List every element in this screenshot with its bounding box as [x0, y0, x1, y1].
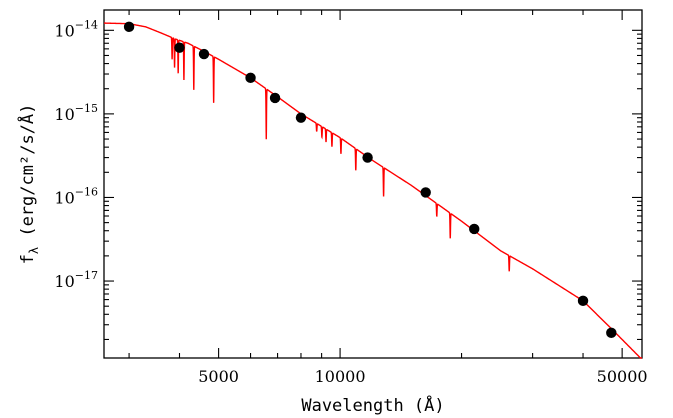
photometry-point [123, 21, 135, 33]
x-tick-label: 50000 [597, 367, 648, 386]
x-axis-label: Wavelength (Å) [301, 394, 444, 416]
y-tick-label-exponent: −17 [75, 269, 98, 282]
photometry-point [606, 327, 617, 339]
y-tick-label-exponent: −15 [75, 102, 98, 115]
photometry-points [123, 21, 617, 339]
tick-marks [104, 10, 642, 358]
photometry-point [362, 152, 373, 163]
y-tick-label: 10−14 [54, 18, 98, 40]
y-tick-label-base: 10 [54, 188, 74, 207]
y-tick-label-exponent: −14 [75, 18, 98, 31]
y-tick-label-base: 10 [54, 21, 74, 40]
y-tick-label: 10−17 [54, 269, 98, 291]
photometry-point [198, 48, 210, 60]
photometry-point [269, 92, 281, 104]
photometry-point [469, 223, 480, 235]
x-tick-labels: 5000 10000 50000 [198, 367, 647, 386]
photometry-point [295, 112, 307, 123]
photometry-point [420, 187, 431, 198]
y-tick-label-base: 10 [54, 105, 74, 124]
y-tick-label-base: 10 [54, 272, 74, 291]
y-axis-label-subscript: λ [27, 247, 41, 254]
y-axis-label-symbol: f [18, 254, 38, 264]
model-spectrum-line [103, 22, 642, 359]
y-tick-label: 10−15 [54, 102, 98, 124]
plot-frame [103, 9, 643, 359]
x-tick-label: 5000 [198, 367, 239, 386]
y-tick-label-exponent: −16 [75, 185, 98, 198]
y-axis-label-units: (erg/cm²/s/Å) [16, 104, 38, 247]
photometry-point [577, 295, 589, 307]
photometry-point [245, 72, 256, 84]
photometry-point [174, 42, 185, 53]
x-tick-label: 10000 [315, 367, 366, 386]
y-tick-label: 10−16 [54, 185, 98, 207]
y-axis-label: fλ (erg/cm²/s/Å) [16, 104, 41, 265]
